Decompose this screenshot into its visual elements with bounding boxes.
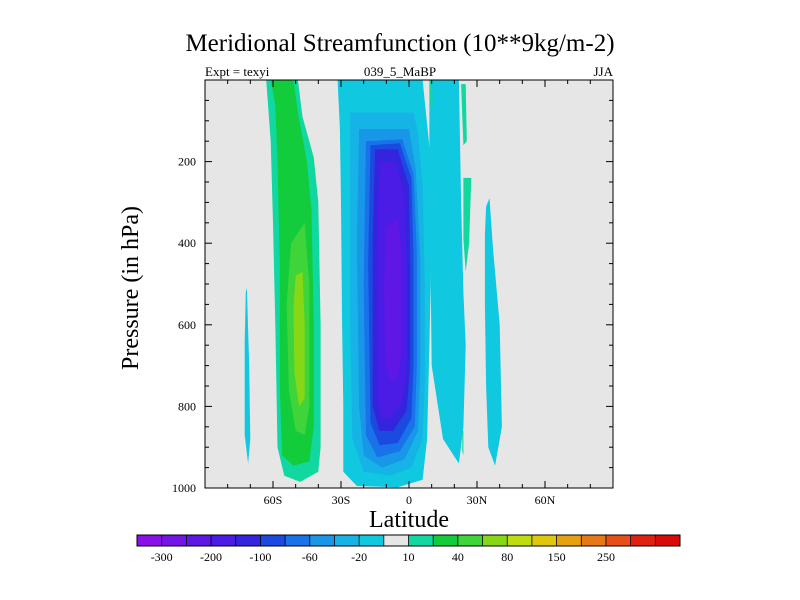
x-tick-label: 60S	[264, 493, 283, 507]
colorbar-label: -20	[351, 550, 367, 564]
colorbar-label: -300	[151, 550, 173, 564]
season-label: JJA	[593, 64, 613, 79]
y-tick-label: 800	[178, 399, 196, 413]
colorbar-swatch	[457, 535, 483, 546]
y-tick-label: 400	[178, 236, 196, 250]
colorbar: -300 -200 -100 -60 -20 10 40 80 150 250	[136, 534, 681, 564]
colorbar-swatch	[211, 535, 237, 546]
colorbar-swatch	[334, 535, 360, 546]
colorbar-swatch	[581, 535, 607, 546]
contour-region-3	[244, 288, 251, 464]
x-tick-label: 0	[406, 493, 412, 507]
x-tick-label: 60N	[535, 493, 556, 507]
axis-ticks: 60S 30S 0 30N 60N 200 400 600 800 1000	[172, 80, 613, 507]
colorbar-swatch	[137, 535, 162, 546]
contour-region-13	[463, 177, 472, 272]
colorbar-label: 10	[403, 550, 415, 564]
contour-region-10	[384, 218, 403, 382]
x-tick-label: 30S	[332, 493, 351, 507]
colorbar-swatch	[556, 535, 582, 546]
colorbar-swatch	[433, 535, 459, 546]
colorbar-swatch	[482, 535, 508, 546]
colorbar-swatch	[235, 535, 261, 546]
y-tick-label: 1000	[172, 481, 196, 495]
colorbar-swatch	[408, 535, 434, 546]
colorbar-swatch	[309, 535, 335, 546]
colorbar-frame	[136, 534, 681, 547]
colorbar-label: 250	[597, 550, 615, 564]
colorbar-label: 80	[501, 550, 513, 564]
contour-region-2	[484, 198, 502, 466]
colorbar-label: 150	[548, 550, 566, 564]
colorbar-swatch	[285, 535, 311, 546]
x-tick-label: 30N	[467, 493, 488, 507]
experiment-label: Expt = texyi	[205, 64, 270, 79]
colorbar-swatch	[383, 535, 409, 546]
colorbar-swatch	[507, 535, 533, 546]
colorbar-swatch	[655, 535, 681, 546]
contour-region-14	[429, 80, 433, 107]
colorbar-label: 40	[452, 550, 464, 564]
colorbar-swatch	[605, 535, 631, 546]
colorbar-label: -100	[249, 550, 271, 564]
x-axis-label: Latitude	[369, 507, 449, 533]
y-tick-label: 200	[178, 155, 196, 169]
contour-region-1	[429, 80, 466, 464]
colorbar-label: -200	[200, 550, 222, 564]
colorbar-swatch	[186, 535, 212, 546]
chart-title: Meridional Streamfunction (10**9kg/m-2)	[185, 30, 615, 57]
contour-regions	[244, 80, 502, 488]
colorbar-swatch	[630, 535, 656, 546]
colorbar-swatch	[359, 535, 385, 546]
contour-region-12	[461, 84, 467, 146]
colorbar-label: -60	[302, 550, 318, 564]
y-axis-label: Pressure (in hPa)	[118, 206, 144, 370]
contour-region-15	[462, 430, 464, 456]
colorbar-swatch	[161, 535, 187, 546]
contour-region-18	[293, 271, 305, 407]
colorbar-swatch	[531, 535, 557, 546]
run-label: 039_5_MaBP	[363, 64, 437, 79]
colorbar-swatch	[260, 535, 286, 546]
y-tick-label: 600	[178, 318, 196, 332]
